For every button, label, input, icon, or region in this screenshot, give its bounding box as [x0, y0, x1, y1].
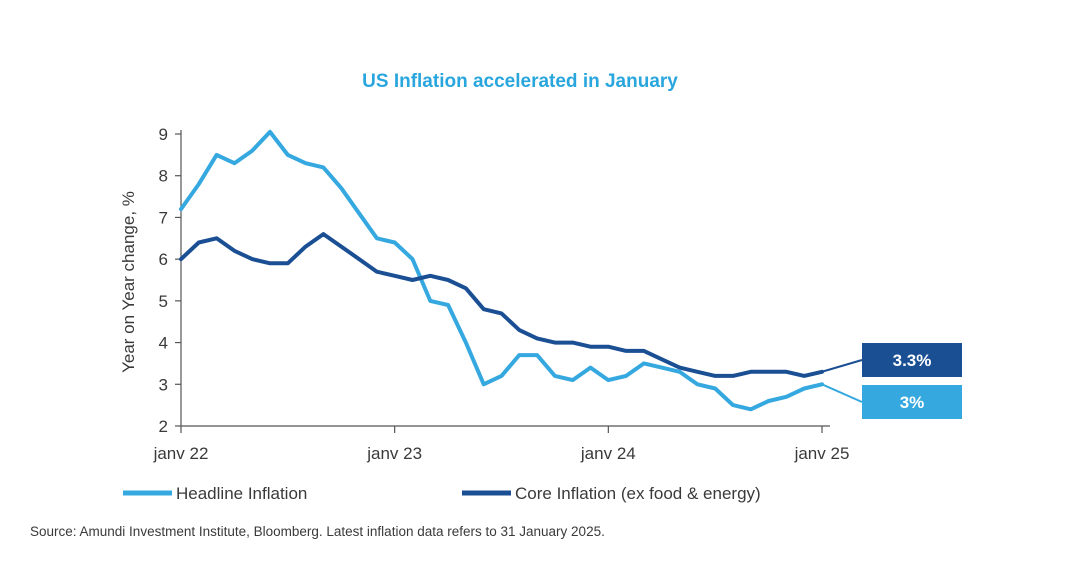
- y-tick-label: 8: [159, 167, 168, 186]
- series-lines: [179, 129, 824, 412]
- y-tick-label: 2: [159, 417, 168, 436]
- legend-label-core: Core Inflation (ex food & energy): [515, 484, 761, 503]
- y-tick-label: 5: [159, 292, 168, 311]
- legend-label-headline: Headline Inflation: [176, 484, 307, 503]
- x-tick-label: janv 23: [366, 444, 422, 463]
- callout-box: [862, 343, 962, 377]
- callout-value-label: 3.3%: [893, 351, 932, 370]
- y-tick-label: 4: [159, 334, 168, 353]
- callout-leader-line: [821, 383, 863, 403]
- source-note: Source: Amundi Investment Institute, Blo…: [30, 524, 605, 539]
- legend: Headline Inflation Core Inflation (ex fo…: [123, 484, 761, 503]
- x-tick-label: janv 24: [580, 444, 636, 463]
- y-tick-label: 7: [159, 208, 168, 227]
- headline-inflation-line: [179, 129, 824, 412]
- callout-box: [862, 385, 962, 419]
- y-tick-label: 9: [159, 125, 168, 144]
- chart-title: US Inflation accelerated in January: [362, 71, 678, 92]
- y-axis: 2 3 4 5 6 7 8 9: [159, 125, 181, 436]
- value-callouts: 3.3% 3%: [821, 343, 962, 419]
- callout-value-label: 3%: [900, 393, 925, 412]
- x-tick-label: janv 22: [153, 444, 209, 463]
- x-tick-label: janv 25: [794, 444, 850, 463]
- y-tick-label: 6: [159, 250, 168, 269]
- y-axis-label: Year on Year change, %: [119, 191, 138, 373]
- callout-leader-line: [821, 359, 863, 373]
- core-inflation-line: [179, 232, 824, 378]
- x-axis: janv 22 janv 23 janv 24 janv 25: [153, 426, 850, 463]
- y-tick-label: 3: [159, 375, 168, 394]
